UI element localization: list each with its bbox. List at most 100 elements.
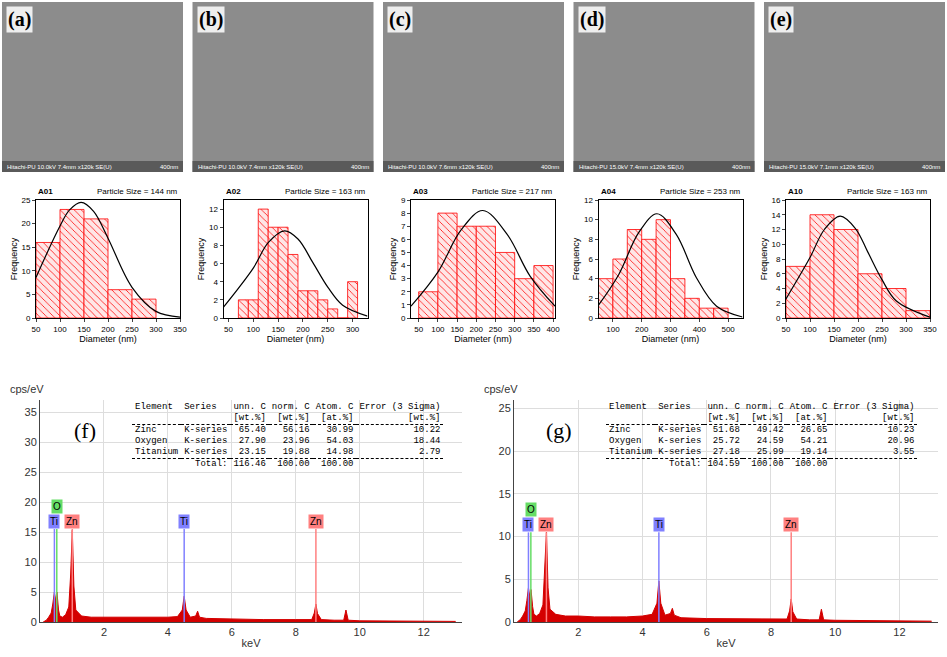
svg-text:4: 4 (588, 274, 593, 283)
svg-text:10: 10 (771, 240, 780, 249)
svg-text:4: 4 (639, 626, 645, 638)
svg-text:0: 0 (213, 314, 218, 323)
svg-text:keV: keV (717, 637, 737, 649)
svg-text:200: 200 (101, 325, 115, 334)
svg-text:5: 5 (505, 573, 511, 585)
svg-text:2: 2 (101, 626, 107, 638)
svg-text:16: 16 (771, 196, 780, 205)
svg-text:Particle Size = 144 nm: Particle Size = 144 nm (97, 187, 178, 196)
svg-text:100: 100 (803, 325, 817, 334)
svg-text:A01: A01 (38, 187, 53, 196)
svg-text:50: 50 (782, 325, 791, 334)
svg-text:12: 12 (771, 225, 780, 234)
svg-text:Hitachi-PU 10.0kV 7.4mm x120k: Hitachi-PU 10.0kV 7.4mm x120k SE(U) (7, 164, 112, 170)
svg-text:200: 200 (296, 325, 310, 334)
svg-text:6: 6 (588, 255, 593, 264)
svg-text:250: 250 (875, 325, 889, 334)
svg-text:Zn: Zn (540, 519, 552, 530)
svg-text:400nm: 400nm (160, 164, 178, 170)
svg-text:Ti: Ti (50, 516, 58, 527)
svg-text:350: 350 (527, 325, 541, 334)
svg-text:150: 150 (450, 325, 464, 334)
svg-text:8: 8 (588, 235, 593, 244)
svg-text:12: 12 (893, 626, 905, 638)
svg-text:150: 150 (271, 325, 285, 334)
svg-text:4: 4 (213, 277, 218, 286)
svg-text:Diameter (nm): Diameter (nm) (267, 334, 325, 344)
svg-text:2: 2 (588, 294, 593, 303)
svg-text:Hitachi-PU 10.0kV 7.4mm x120k: Hitachi-PU 10.0kV 7.4mm x120k SE(U) (198, 164, 303, 170)
svg-text:250: 250 (489, 325, 503, 334)
svg-text:9: 9 (401, 196, 406, 205)
svg-text:20: 20 (21, 219, 30, 228)
svg-text:8: 8 (401, 209, 406, 218)
svg-text:30: 30 (25, 436, 37, 448)
svg-text:Hitachi-PU 15.0kV 7.4mm x120k: Hitachi-PU 15.0kV 7.4mm x120k SE(U) (579, 164, 684, 170)
svg-text:25: 25 (499, 402, 511, 414)
svg-text:(e): (e) (770, 8, 792, 31)
svg-text:0: 0 (588, 314, 593, 323)
svg-text:2: 2 (776, 299, 781, 308)
svg-text:35: 35 (25, 406, 37, 418)
svg-text:Diameter (nm): Diameter (nm) (642, 334, 700, 344)
svg-text:Particle Size = 163 nm: Particle Size = 163 nm (847, 187, 928, 196)
svg-text:8: 8 (213, 241, 218, 250)
svg-text:15: 15 (25, 526, 37, 538)
svg-text:300: 300 (149, 325, 163, 334)
svg-text:0: 0 (26, 314, 31, 323)
svg-text:4: 4 (776, 284, 781, 293)
svg-text:20: 20 (25, 496, 37, 508)
svg-text:6: 6 (401, 235, 406, 244)
svg-text:A10: A10 (788, 187, 803, 196)
svg-text:Frequency: Frequency (759, 237, 769, 280)
svg-text:5: 5 (31, 586, 37, 598)
svg-text:500: 500 (721, 325, 735, 334)
svg-text:300: 300 (346, 325, 360, 334)
svg-text:2: 2 (575, 626, 581, 638)
svg-text:Particle Size = 253 nm: Particle Size = 253 nm (660, 187, 741, 196)
svg-text:14: 14 (771, 211, 780, 220)
svg-text:12: 12 (209, 205, 218, 214)
svg-text:Ti: Ti (655, 519, 663, 530)
svg-text:Frequency: Frequency (9, 237, 19, 280)
svg-text:5: 5 (26, 290, 31, 299)
svg-text:A04: A04 (601, 187, 616, 196)
svg-text:Frequency: Frequency (571, 237, 581, 280)
svg-text:100: 100 (247, 325, 261, 334)
svg-text:300: 300 (664, 325, 678, 334)
svg-text:12: 12 (418, 626, 430, 638)
svg-text:100: 100 (606, 325, 620, 334)
svg-text:250: 250 (321, 325, 335, 334)
svg-text:200: 200 (470, 325, 484, 334)
svg-text:(f): (f) (74, 418, 96, 443)
svg-text:Diameter (nm): Diameter (nm) (454, 334, 512, 344)
svg-text:O: O (527, 504, 535, 515)
svg-text:10: 10 (209, 223, 218, 232)
svg-text:Frequency: Frequency (388, 237, 398, 280)
svg-text:Frequency: Frequency (196, 237, 206, 280)
svg-text:15: 15 (499, 488, 511, 500)
svg-text:300: 300 (899, 325, 913, 334)
svg-text:2: 2 (401, 288, 406, 297)
svg-text:cps/eV: cps/eV (10, 383, 44, 395)
svg-text:10: 10 (354, 626, 366, 638)
svg-text:400: 400 (693, 325, 707, 334)
svg-text:Zn: Zn (785, 519, 797, 530)
svg-text:Ti: Ti (524, 519, 532, 530)
svg-text:8: 8 (293, 626, 299, 638)
svg-text:100: 100 (431, 325, 445, 334)
svg-text:5: 5 (401, 248, 406, 257)
svg-text:400nm: 400nm (732, 164, 750, 170)
svg-text:10: 10 (21, 267, 30, 276)
svg-text:10: 10 (584, 215, 593, 224)
svg-text:250: 250 (125, 325, 139, 334)
svg-text:300: 300 (508, 325, 522, 334)
svg-text:4: 4 (165, 626, 171, 638)
svg-text:A02: A02 (226, 187, 241, 196)
svg-text:150: 150 (77, 325, 91, 334)
svg-text:O: O (53, 501, 61, 512)
svg-text:350: 350 (923, 325, 937, 334)
svg-text:Particle Size = 163 nm: Particle Size = 163 nm (285, 187, 366, 196)
svg-text:400nm: 400nm (922, 164, 940, 170)
svg-text:(a): (a) (8, 8, 31, 31)
